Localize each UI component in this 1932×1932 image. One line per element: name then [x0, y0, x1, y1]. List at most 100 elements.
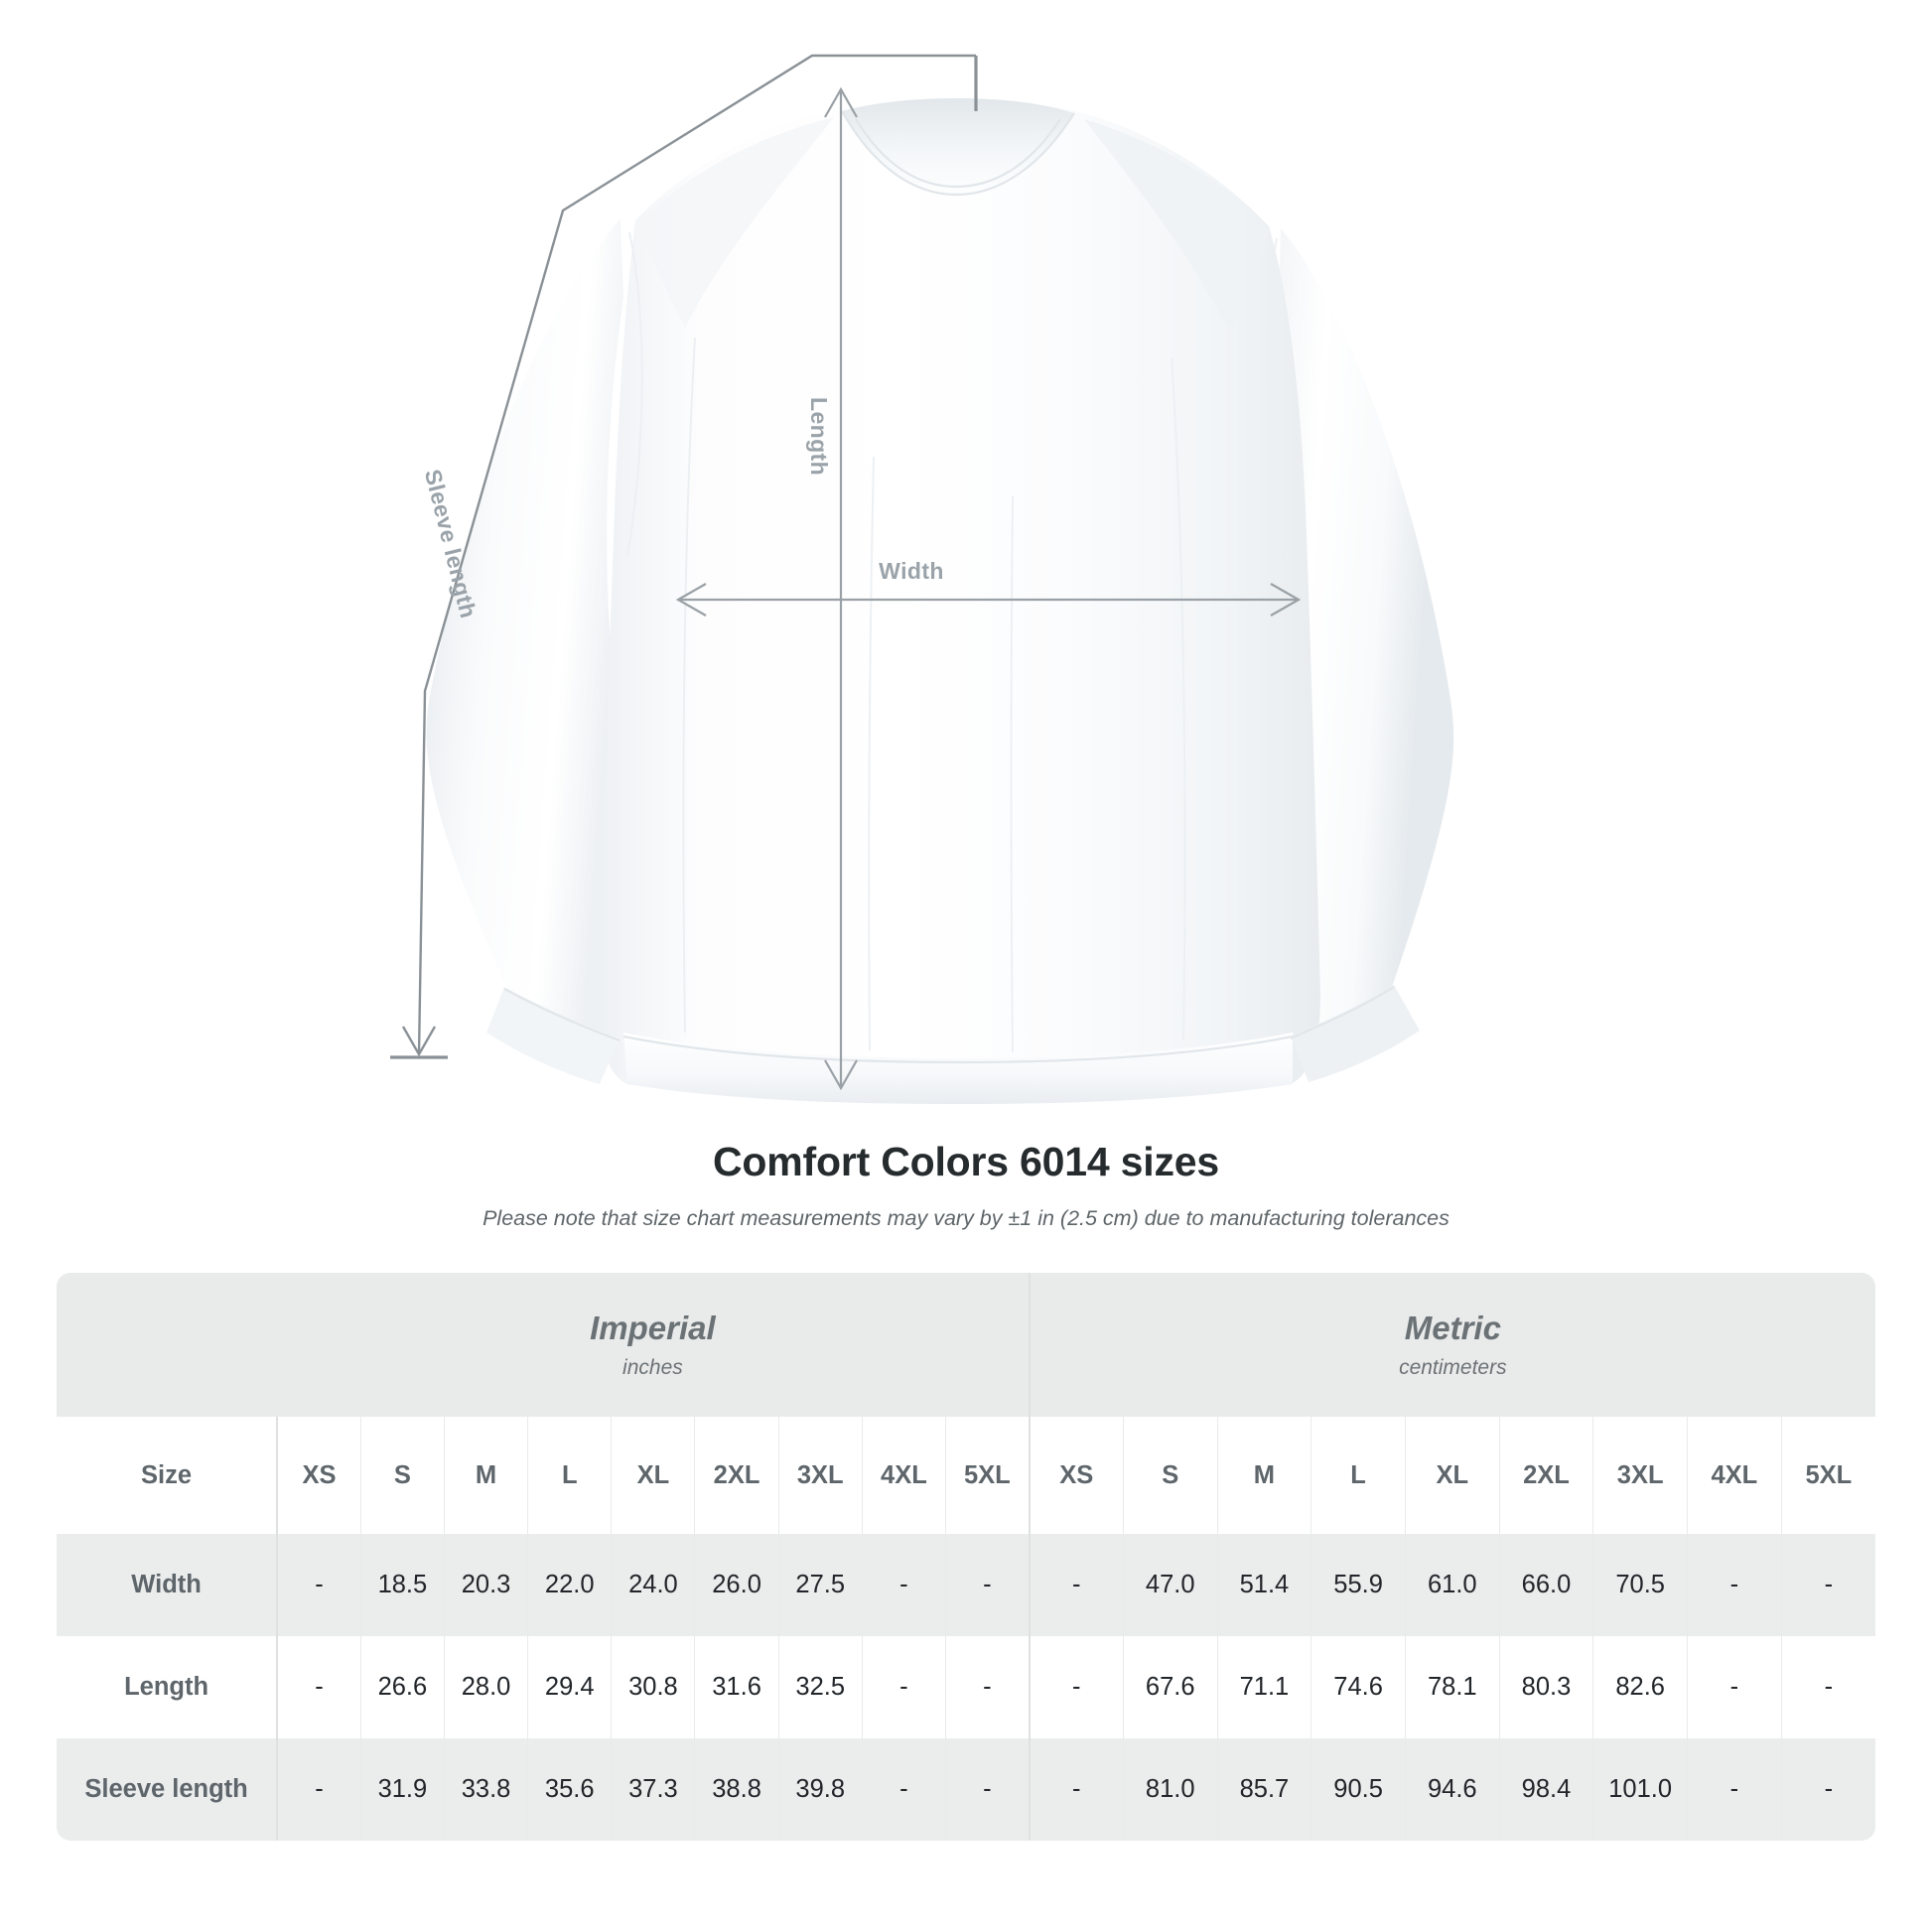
- cell-length-imperial-5xl: -: [945, 1636, 1031, 1738]
- cell-width-imperial-xs: -: [277, 1534, 361, 1636]
- header-imperial-xs: XS: [277, 1417, 361, 1534]
- cell-length-metric-4xl: -: [1687, 1636, 1782, 1738]
- cell-sleeve-imperial-4xl: -: [862, 1738, 947, 1841]
- shirt-right-sleeve: [1274, 228, 1454, 1042]
- cell-sleeve-metric-xl: 94.6: [1405, 1738, 1500, 1841]
- shirt-body-group: [426, 98, 1454, 1104]
- header-imperial-4xl: 4XL: [862, 1417, 947, 1534]
- width-arrowhead-left: [675, 583, 707, 617]
- cell-width-imperial-4xl: -: [862, 1534, 947, 1636]
- row-label-length: Length: [57, 1636, 279, 1738]
- length-dimension-label: Length: [806, 397, 832, 477]
- shirt-shoulder-shade-left: [640, 117, 834, 328]
- cell-sleeve-metric-2xl: 98.4: [1499, 1738, 1594, 1841]
- unit-sub-metric: centimeters: [1399, 1356, 1507, 1380]
- cell-length-metric-2xl: 80.3: [1499, 1636, 1594, 1738]
- measurement-overlay-group: [390, 54, 1302, 1091]
- cell-sleeve-metric-4xl: -: [1687, 1738, 1782, 1841]
- unit-name-metric: Metric: [1404, 1309, 1501, 1346]
- cell-length-metric-xl: 78.1: [1405, 1636, 1500, 1738]
- header-imperial-m: M: [444, 1417, 529, 1534]
- header-imperial-2xl: 2XL: [694, 1417, 779, 1534]
- title-block: Comfort Colors 6014 sizes Please note th…: [0, 1139, 1932, 1232]
- shirt-torso: [599, 99, 1320, 1104]
- unit-band-row: Imperial inches Metric centimeters: [57, 1273, 1875, 1417]
- header-metric-2xl: 2XL: [1499, 1417, 1594, 1534]
- header-imperial-s: S: [360, 1417, 445, 1534]
- unit-cell-metric: Metric centimeters: [1029, 1273, 1875, 1417]
- width-dimension-label: Width: [879, 558, 944, 584]
- cell-length-metric-xs: -: [1029, 1636, 1124, 1738]
- cell-sleeve-imperial-2xl: 38.8: [694, 1738, 779, 1841]
- cell-length-imperial-xs: -: [277, 1636, 361, 1738]
- shirt-shoulder-shade-right: [1084, 119, 1269, 332]
- cell-sleeve-metric-l: 90.5: [1311, 1738, 1406, 1841]
- length-arrowhead-bottom: [824, 1059, 858, 1091]
- sleeve-length-measure-line: [417, 54, 976, 1055]
- header-imperial-xl: XL: [611, 1417, 696, 1534]
- cell-sleeve-metric-3xl: 101.0: [1592, 1738, 1688, 1841]
- cell-width-metric-3xl: 70.5: [1592, 1534, 1688, 1636]
- cell-length-metric-m: 71.1: [1217, 1636, 1312, 1738]
- cell-width-imperial-3xl: 27.5: [778, 1534, 863, 1636]
- header-metric-4xl: 4XL: [1687, 1417, 1782, 1534]
- cell-width-metric-l: 55.9: [1311, 1534, 1406, 1636]
- cell-width-imperial-l: 22.0: [527, 1534, 613, 1636]
- cell-length-imperial-3xl: 32.5: [778, 1636, 863, 1738]
- header-imperial-3xl: 3XL: [778, 1417, 863, 1534]
- shirt-hem: [623, 1033, 1293, 1104]
- shirt-collar-outer: [841, 110, 1075, 197]
- cell-sleeve-metric-5xl: -: [1781, 1738, 1875, 1841]
- cell-length-imperial-4xl: -: [862, 1636, 947, 1738]
- cell-length-metric-l: 74.6: [1311, 1636, 1406, 1738]
- cell-sleeve-metric-s: 81.0: [1123, 1738, 1218, 1841]
- cell-sleeve-imperial-xs: -: [277, 1738, 361, 1841]
- shirt-fold-right: [1171, 356, 1186, 1041]
- header-metric-5xl: 5XL: [1781, 1417, 1875, 1534]
- shirt-armhole-left: [626, 231, 643, 557]
- cell-width-imperial-xl: 24.0: [611, 1534, 696, 1636]
- shirt-fold-mid: [1010, 495, 1014, 1053]
- shirt-collar-inner: [855, 118, 1061, 189]
- size-chart-table: Imperial inches Metric centimeters Size …: [57, 1273, 1875, 1841]
- tolerance-note: Please note that size chart measurements…: [483, 1205, 1449, 1230]
- table-row: Sleeve length - 31.9 33.8 35.6 37.3 38.8…: [57, 1738, 1875, 1841]
- sleeve-length-arrowhead: [401, 1026, 437, 1057]
- length-arrowhead-top: [824, 86, 858, 118]
- cell-sleeve-imperial-3xl: 39.8: [778, 1738, 863, 1841]
- cell-width-metric-2xl: 66.0: [1499, 1534, 1594, 1636]
- header-metric-xl: XL: [1405, 1417, 1500, 1534]
- header-metric-xs: XS: [1029, 1417, 1124, 1534]
- shirt-collar: [842, 98, 1074, 195]
- cell-length-imperial-xl: 30.8: [611, 1636, 696, 1738]
- cell-sleeve-imperial-xl: 37.3: [611, 1738, 696, 1841]
- cell-sleeve-imperial-s: 31.9: [360, 1738, 445, 1841]
- unit-cell-imperial: Imperial inches: [277, 1273, 1031, 1417]
- cell-sleeve-imperial-m: 33.8: [444, 1738, 529, 1841]
- header-metric-l: L: [1311, 1417, 1406, 1534]
- header-metric-3xl: 3XL: [1592, 1417, 1688, 1534]
- cell-width-metric-xs: -: [1029, 1534, 1124, 1636]
- row-label-sleeve-length: Sleeve length: [57, 1738, 279, 1841]
- shirt-fold-center: [868, 456, 875, 1051]
- cell-width-metric-m: 51.4: [1217, 1534, 1312, 1636]
- size-table-container: Imperial inches Metric centimeters Size …: [57, 1273, 1875, 1841]
- cell-sleeve-metric-xs: -: [1029, 1738, 1124, 1841]
- shirt-fold-left: [682, 337, 696, 1034]
- cell-length-imperial-2xl: 31.6: [694, 1636, 779, 1738]
- unit-band-spacer: [57, 1273, 278, 1417]
- cell-width-metric-4xl: -: [1687, 1534, 1782, 1636]
- cell-length-metric-s: 67.6: [1123, 1636, 1218, 1738]
- cell-width-metric-xl: 61.0: [1405, 1534, 1500, 1636]
- page-title: Comfort Colors 6014 sizes: [713, 1139, 1219, 1184]
- cell-width-metric-s: 47.0: [1123, 1534, 1218, 1636]
- garment-diagram: Length Sleeve length Width: [390, 54, 1454, 1104]
- size-header-row: Size XS S M L XL 2XL 3XL 4XL 5XL XS S M …: [57, 1417, 1875, 1534]
- cell-width-metric-5xl: -: [1781, 1534, 1875, 1636]
- header-metric-s: S: [1123, 1417, 1218, 1534]
- cell-length-imperial-m: 28.0: [444, 1636, 529, 1738]
- cell-width-imperial-m: 20.3: [444, 1534, 529, 1636]
- shirt-hem-line: [622, 1035, 1294, 1064]
- row-label-width: Width: [57, 1534, 279, 1636]
- shirt-illustration-svg: [390, 54, 1454, 1104]
